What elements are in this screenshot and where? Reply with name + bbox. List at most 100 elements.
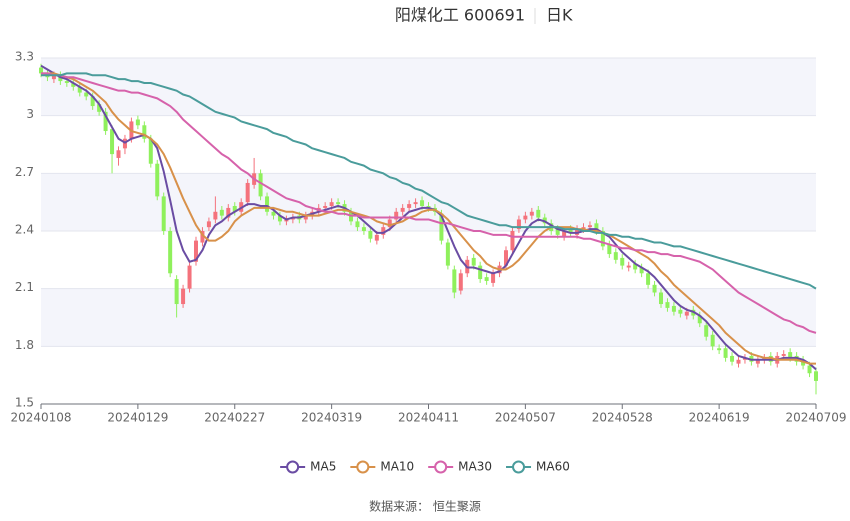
x-tick-label: 20240227 [204, 411, 265, 425]
candle-body [555, 229, 560, 235]
candle-body [755, 359, 760, 364]
candle-body [607, 244, 612, 255]
candle-body [271, 211, 276, 216]
candle-body [116, 150, 121, 158]
candle-body [97, 104, 102, 112]
candle-body [697, 315, 702, 324]
split-band [41, 58, 816, 116]
candle-body [77, 86, 82, 93]
legend-item: MA10 [350, 460, 414, 474]
legend-marker [434, 460, 448, 474]
candle-body [245, 182, 250, 203]
candle-body [90, 96, 95, 107]
ma-line [40, 64, 817, 371]
candle-body [704, 325, 709, 337]
candle-body [646, 273, 651, 285]
candle-body [368, 231, 373, 239]
candle-body [226, 207, 231, 218]
candle-body [788, 352, 793, 358]
legend-marker [512, 460, 526, 474]
candle-body [219, 209, 224, 216]
candle-body [613, 252, 618, 260]
candle-body [355, 221, 360, 228]
candle-body [232, 206, 237, 212]
ma-line [41, 72, 816, 365]
candle-body [736, 359, 741, 364]
candle-body [387, 219, 392, 228]
candle-body [594, 223, 599, 231]
candle-body [336, 202, 341, 205]
candle-body [807, 365, 812, 374]
candle-body [639, 267, 644, 274]
candle-body [536, 209, 541, 218]
y-tick-label: 1.5 [15, 396, 34, 410]
y-tick-label: 3.3 [15, 50, 34, 64]
x-tick-label: 20240528 [592, 411, 653, 425]
candle-body [71, 82, 76, 87]
candle-body [193, 240, 199, 262]
candle-body [652, 284, 657, 293]
candle-body [491, 273, 496, 283]
x-tick-label: 20240619 [689, 411, 750, 425]
x-tick-label: 20240411 [398, 411, 459, 425]
candle-body [420, 200, 425, 207]
candle-body [452, 269, 457, 293]
candle-body [187, 265, 192, 289]
legend-label: MA10 [380, 460, 414, 474]
chart-title: 阳煤化工 600691 [395, 6, 525, 25]
candle-body [361, 227, 366, 231]
chart-subtitle: 日K [546, 6, 573, 25]
legend-marker [356, 460, 370, 474]
x-tick-label: 20240709 [785, 411, 846, 425]
candle-body [678, 309, 683, 314]
candle-body [394, 211, 399, 220]
candle-body [529, 211, 534, 216]
candle-body [600, 231, 605, 247]
candle-body [458, 273, 463, 291]
candle-body [633, 263, 638, 270]
legend-item: MA5 [280, 460, 336, 474]
candle-body [730, 355, 735, 362]
ma-line [41, 72, 817, 334]
candle-body [626, 265, 631, 268]
y-tick-label: 2.7 [15, 165, 34, 179]
candle-body [265, 196, 270, 212]
candle-body [103, 111, 108, 132]
candle-body [168, 231, 173, 274]
candle-body [813, 371, 819, 381]
candle-body [161, 196, 166, 231]
candle-body [206, 221, 211, 228]
candle-body [471, 257, 476, 266]
legend-item: MA30 [428, 460, 492, 474]
y-tick-label: 2.4 [15, 223, 34, 237]
candle-body [587, 225, 592, 228]
candle-body [523, 215, 528, 220]
x-tick-label: 20240507 [495, 411, 556, 425]
candle-body [439, 213, 444, 241]
candle-body [213, 211, 218, 220]
candle-body [174, 279, 179, 305]
candle-body [445, 242, 450, 266]
candle-body [38, 67, 44, 74]
y-tick-label: 2.1 [15, 280, 34, 294]
candle-body [374, 234, 379, 241]
ma-line [41, 72, 817, 290]
candle-body [64, 81, 69, 83]
x-tick-label: 20240129 [107, 411, 168, 425]
candle-body [329, 202, 334, 207]
candle-body [303, 215, 308, 220]
legend-item: MA60 [506, 460, 570, 474]
candle-body [155, 163, 160, 197]
candle-body [620, 257, 625, 266]
candle-body [723, 348, 728, 358]
legend: MA5 MA10 MA30 MA60 [280, 460, 570, 474]
candle-body [717, 348, 722, 351]
y-tick-label: 1.8 [15, 338, 34, 352]
candle-body [51, 75, 56, 80]
candle-body [84, 92, 89, 97]
legend-label: MA5 [310, 460, 336, 474]
candle-body [413, 202, 418, 205]
candle-body [710, 334, 715, 347]
candle-body [684, 311, 689, 316]
